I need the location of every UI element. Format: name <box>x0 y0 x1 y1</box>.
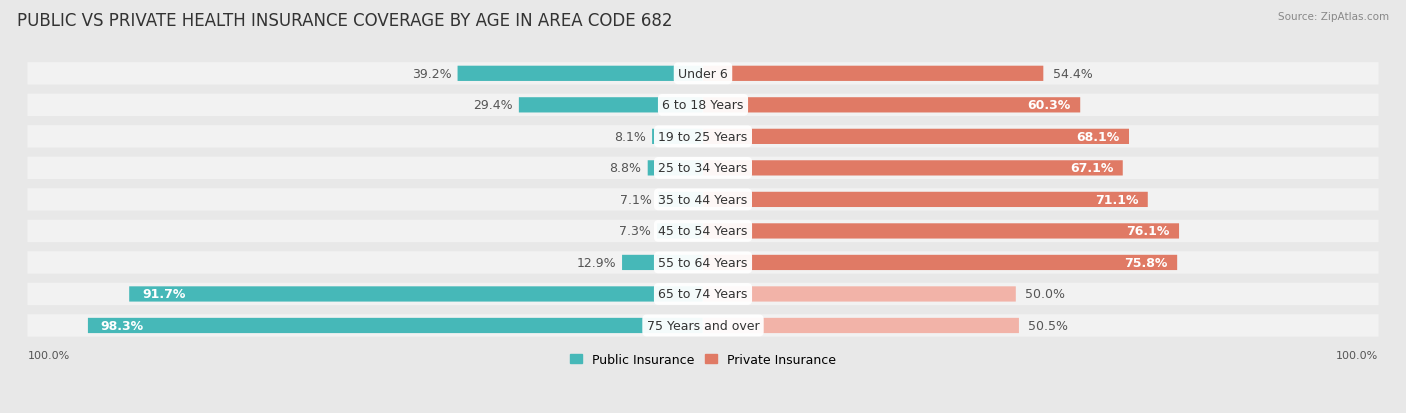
Text: 29.4%: 29.4% <box>472 99 513 112</box>
FancyBboxPatch shape <box>703 318 1019 333</box>
Text: 12.9%: 12.9% <box>576 256 616 269</box>
FancyBboxPatch shape <box>27 126 1379 148</box>
Legend: Public Insurance, Private Insurance: Public Insurance, Private Insurance <box>565 348 841 371</box>
Text: 25 to 34 Years: 25 to 34 Years <box>658 162 748 175</box>
FancyBboxPatch shape <box>27 220 1379 242</box>
Text: 8.8%: 8.8% <box>610 162 641 175</box>
FancyBboxPatch shape <box>703 98 1080 113</box>
Text: 65 to 74 Years: 65 to 74 Years <box>658 288 748 301</box>
Text: 75.8%: 75.8% <box>1125 256 1168 269</box>
Text: 8.1%: 8.1% <box>614 131 645 143</box>
FancyBboxPatch shape <box>703 161 1123 176</box>
Text: 19 to 25 Years: 19 to 25 Years <box>658 131 748 143</box>
Text: 50.5%: 50.5% <box>1028 319 1069 332</box>
FancyBboxPatch shape <box>703 255 1177 271</box>
Text: 7.3%: 7.3% <box>619 225 651 238</box>
Text: 54.4%: 54.4% <box>1053 68 1092 81</box>
Text: Source: ZipAtlas.com: Source: ZipAtlas.com <box>1278 12 1389 22</box>
FancyBboxPatch shape <box>657 224 703 239</box>
Text: 98.3%: 98.3% <box>101 319 143 332</box>
FancyBboxPatch shape <box>27 95 1379 117</box>
Text: PUBLIC VS PRIVATE HEALTH INSURANCE COVERAGE BY AGE IN AREA CODE 682: PUBLIC VS PRIVATE HEALTH INSURANCE COVER… <box>17 12 672 30</box>
FancyBboxPatch shape <box>89 318 703 333</box>
FancyBboxPatch shape <box>703 129 1129 145</box>
Text: 60.3%: 60.3% <box>1028 99 1071 112</box>
FancyBboxPatch shape <box>703 192 1147 207</box>
Text: 55 to 64 Years: 55 to 64 Years <box>658 256 748 269</box>
Text: 6 to 18 Years: 6 to 18 Years <box>662 99 744 112</box>
FancyBboxPatch shape <box>519 98 703 113</box>
Text: 67.1%: 67.1% <box>1070 162 1114 175</box>
Text: 76.1%: 76.1% <box>1126 225 1170 238</box>
FancyBboxPatch shape <box>648 161 703 176</box>
FancyBboxPatch shape <box>457 66 703 82</box>
FancyBboxPatch shape <box>703 287 1015 302</box>
Text: 68.1%: 68.1% <box>1077 131 1119 143</box>
FancyBboxPatch shape <box>27 283 1379 305</box>
Text: 71.1%: 71.1% <box>1095 193 1139 206</box>
FancyBboxPatch shape <box>27 315 1379 337</box>
Text: 45 to 54 Years: 45 to 54 Years <box>658 225 748 238</box>
FancyBboxPatch shape <box>658 192 703 207</box>
FancyBboxPatch shape <box>703 224 1180 239</box>
Text: 7.1%: 7.1% <box>620 193 652 206</box>
Text: Under 6: Under 6 <box>678 68 728 81</box>
Text: 100.0%: 100.0% <box>1336 350 1378 360</box>
FancyBboxPatch shape <box>27 189 1379 211</box>
Text: 35 to 44 Years: 35 to 44 Years <box>658 193 748 206</box>
FancyBboxPatch shape <box>27 252 1379 274</box>
Text: 100.0%: 100.0% <box>28 350 70 360</box>
FancyBboxPatch shape <box>129 287 703 302</box>
Text: 91.7%: 91.7% <box>142 288 186 301</box>
Text: 75 Years and over: 75 Years and over <box>647 319 759 332</box>
FancyBboxPatch shape <box>652 129 703 145</box>
FancyBboxPatch shape <box>703 66 1043 82</box>
FancyBboxPatch shape <box>621 255 703 271</box>
FancyBboxPatch shape <box>27 63 1379 85</box>
Text: 50.0%: 50.0% <box>1025 288 1066 301</box>
Text: 39.2%: 39.2% <box>412 68 451 81</box>
FancyBboxPatch shape <box>27 157 1379 180</box>
